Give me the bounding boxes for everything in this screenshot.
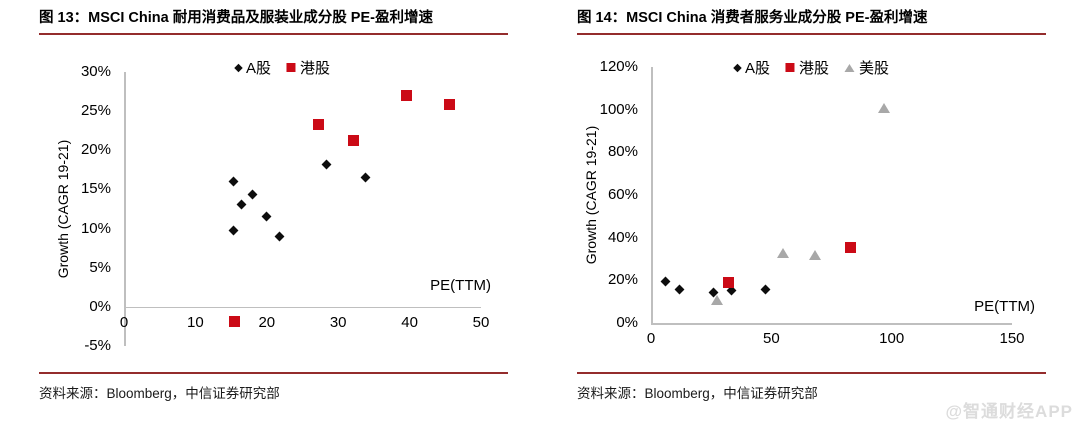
chart-legend: A股 港股 美股 [732, 57, 889, 78]
data-point-美股 [777, 248, 790, 259]
legend-label: 美股 [859, 60, 890, 77]
legend-label: A股 [744, 60, 770, 77]
y-tick-label: 10% [80, 219, 111, 237]
data-point-美股 [878, 102, 891, 113]
figure-13-title: 图 13：MSCI China 耐用消费品及服装业成分股 PE-盈利增速 [39, 6, 508, 35]
x-tick-label: 50 [762, 330, 780, 347]
data-point-A股 [760, 284, 771, 295]
data-point-A股 [261, 211, 272, 222]
data-point-美股 [711, 294, 724, 305]
x-tick-label: 100 [879, 330, 905, 347]
y-tick-label: 120% [599, 58, 638, 75]
x-tick-label: 20 [258, 313, 276, 331]
data-point-港股 [723, 277, 735, 289]
x-tick-label: 30 [329, 313, 347, 331]
y-axis-title: Growth (CAGR 19-21) [55, 139, 71, 279]
x-axis-line [651, 323, 1012, 325]
data-point-港股 [229, 316, 241, 328]
y-axis-line [651, 67, 653, 323]
x-tick-label: 0 [646, 330, 656, 347]
y-tick-label: 40% [607, 228, 638, 246]
scatter-chart-13: Growth (CAGR 19-21) PE(TTM) 30% 25% 20% 15%… [39, 55, 508, 365]
data-point-A股 [247, 189, 258, 200]
legend-label: 港股 [798, 60, 830, 77]
data-point-A股 [660, 276, 671, 287]
data-point-A股 [229, 176, 239, 187]
data-point-A股 [360, 172, 371, 183]
x-axis-title: PE(TTM) [974, 298, 1035, 315]
y-tick-label: 0% [89, 297, 111, 315]
square-icon [286, 63, 295, 72]
legend-label: A股 [245, 60, 271, 77]
data-point-A股 [229, 225, 239, 236]
figure-14: 图 14：MSCI China 消费者服务业成分股 PE-盈利增速 Growth… [577, 6, 1046, 420]
y-tick-label: 100% [599, 100, 638, 118]
figure-13: 图 13：MSCI China 耐用消费品及服装业成分股 PE-盈利增速 Gro… [39, 6, 508, 420]
data-point-A股 [674, 284, 685, 295]
y-tick-label: 25% [80, 102, 111, 120]
y-tick-label: 30% [80, 63, 111, 80]
legend-label: 港股 [300, 60, 331, 77]
x-tick-label: 50 [472, 313, 490, 331]
x-tick-label: 0 [119, 313, 129, 331]
y-tick-label: 80% [607, 143, 638, 161]
source-note: 资料来源：Bloomberg，中信证券研究部 [39, 372, 508, 402]
data-point-港股 [348, 134, 360, 146]
data-point-美股 [808, 249, 821, 260]
y-axis-line [124, 72, 126, 346]
figure-14-title: 图 14：MSCI China 消费者服务业成分股 PE-盈利增速 [577, 6, 1046, 35]
y-tick-label: 20% [80, 141, 111, 159]
legend-item-A股: A股 [233, 57, 271, 78]
diamond-icon [732, 63, 742, 72]
diamond-icon [233, 63, 243, 72]
data-point-港股 [845, 241, 857, 253]
data-point-港股 [400, 89, 412, 101]
data-point-A股 [321, 159, 332, 170]
x-axis-line [124, 306, 481, 309]
data-point-A股 [236, 199, 247, 210]
y-tick-label: 0% [616, 314, 638, 331]
legend-item-美股: 美股 [844, 57, 889, 78]
y-tick-label: 5% [89, 258, 111, 276]
y-tick-label: 20% [607, 271, 638, 289]
x-tick-label: 40 [401, 313, 418, 331]
square-icon [784, 63, 794, 72]
data-point-A股 [274, 231, 285, 242]
chart-legend: A股 港股 [233, 57, 330, 78]
y-tick-label: 60% [607, 186, 638, 203]
data-point-港股 [312, 118, 324, 130]
watermark: @智通财经APP [945, 402, 1073, 421]
legend-item-港股: 港股 [784, 57, 830, 78]
x-tick-label: 10 [187, 313, 204, 331]
data-point-港股 [444, 98, 456, 110]
x-tick-label: 150 [999, 330, 1025, 347]
y-tick-label: -5% [84, 337, 111, 354]
scatter-chart-14: Growth (CAGR 19-21) PE(TTM) 120% 100% 80% 6… [577, 55, 1046, 365]
source-note: 资料来源：Bloomberg，中信证券研究部 [577, 372, 1046, 402]
legend-item-港股: 港股 [286, 57, 330, 78]
triangle-icon [844, 63, 855, 72]
x-axis-title: PE(TTM) [430, 277, 491, 294]
y-tick-label: 15% [80, 180, 111, 198]
legend-item-A股: A股 [732, 57, 770, 78]
